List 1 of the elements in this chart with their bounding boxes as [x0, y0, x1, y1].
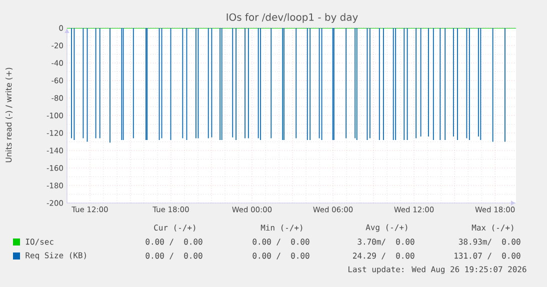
- chart-title: IOs for /dev/loop1 - by day: [226, 13, 358, 23]
